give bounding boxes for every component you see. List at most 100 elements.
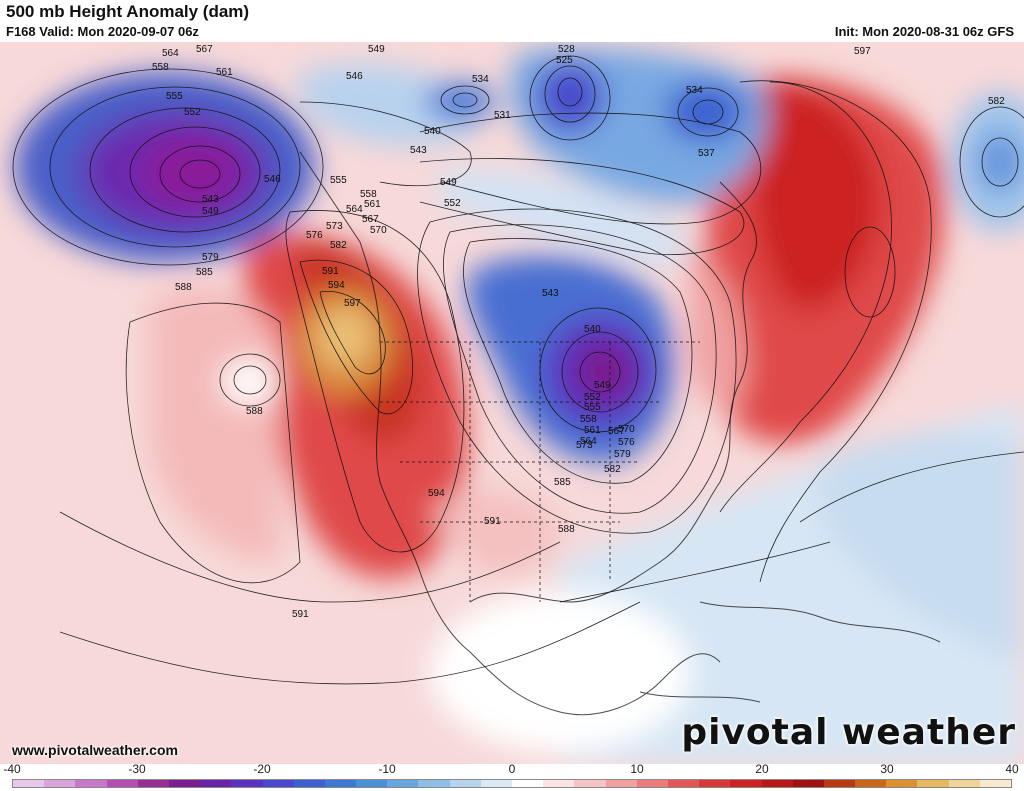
map-title: 500 mb Height Anomaly (dam) <box>6 2 250 21</box>
colorbar-tick-label: -40 <box>3 762 21 776</box>
contour-label: 570 <box>618 424 635 435</box>
colorbar-swatch <box>480 780 512 787</box>
contour-label: 564 <box>162 48 179 59</box>
colorbar-swatch <box>574 780 606 787</box>
contour-label: 558 <box>360 189 377 200</box>
contour-label: 549 <box>202 206 219 217</box>
contour-label: 555 <box>166 91 183 102</box>
colorbar-swatch <box>543 780 575 787</box>
colorbar-swatch <box>886 780 918 787</box>
height-contours <box>12 55 1024 685</box>
anomaly-map: 564 567 549 558 561 555 552 546 543 549 … <box>0 42 1024 764</box>
contour-label: 576 <box>618 437 635 448</box>
colorbar-swatch <box>356 780 388 787</box>
contour-label: 585 <box>554 477 571 488</box>
contour-label: 543 <box>202 194 219 205</box>
contour-label: 588 <box>558 524 575 535</box>
contour-label: 564 <box>580 436 597 447</box>
contour-label: 549 <box>368 44 385 55</box>
contour-label: 549 <box>594 380 611 391</box>
contour-label: 534 <box>686 85 703 96</box>
contour-label: 594 <box>328 280 345 291</box>
colorbar-swatch <box>262 780 294 787</box>
contour-label: 579 <box>202 252 219 263</box>
contour-label: 564 <box>346 204 363 215</box>
contour-label: 597 <box>854 46 871 57</box>
valid-time: F168 Valid: Mon 2020-09-07 06z <box>6 24 199 39</box>
contour-label: 537 <box>698 148 715 159</box>
colorbar-tick-label: 0 <box>508 762 516 776</box>
colorbar-swatch <box>168 780 201 787</box>
init-time: Init: Mon 2020-08-31 06z GFS <box>834 24 1014 39</box>
coastlines <box>299 151 941 716</box>
contour-label: 543 <box>410 145 427 156</box>
colorbar-tick-label: 20 <box>755 762 769 776</box>
colorbar-swatch <box>730 780 762 787</box>
colorbar <box>12 779 1012 788</box>
contour-label: 585 <box>196 267 213 278</box>
contour-label: 588 <box>246 406 263 417</box>
colorbar-swatch <box>387 780 419 787</box>
contour-labels: 564 567 549 558 561 555 552 546 543 549 … <box>152 44 1005 620</box>
contour-label: 546 <box>346 71 363 82</box>
colorbar-swatch <box>605 780 637 787</box>
contour-label: 552 <box>184 107 201 118</box>
brand-logo: pivotal weather <box>681 712 1016 753</box>
contour-label: 576 <box>306 230 323 241</box>
contour-label: 555 <box>330 175 347 186</box>
colorbar-swatch <box>855 780 887 787</box>
contour-label: 573 <box>326 221 343 232</box>
contour-label: 579 <box>614 449 631 460</box>
contour-label: 540 <box>584 324 601 335</box>
colorbar-swatch <box>761 780 793 787</box>
contour-label: 549 <box>440 177 457 188</box>
contour-label: 558 <box>580 414 597 425</box>
colorbar-labels: -40 -30 -20 -10 0 10 20 30 40 <box>3 762 1018 778</box>
colorbar-swatch <box>137 780 169 787</box>
colorbar-swatch <box>636 780 668 787</box>
contour-label: 552 <box>584 392 601 403</box>
contour-label: 546 <box>264 174 281 185</box>
colorbar-swatch <box>948 780 980 787</box>
colorbar-tick-label: 40 <box>1005 762 1019 776</box>
contour-label: 573 <box>576 440 593 451</box>
colorbar-swatch <box>792 780 824 787</box>
contour-label: 591 <box>322 266 339 277</box>
contour-label: 552 <box>444 198 461 209</box>
contour-label: 558 <box>152 62 169 73</box>
contour-label: 597 <box>344 298 361 309</box>
colorbar-swatch <box>418 780 450 787</box>
contour-label: 534 <box>472 74 489 85</box>
contour-label: 531 <box>494 110 511 121</box>
contour-label: 591 <box>484 516 501 527</box>
colorbar-swatch <box>449 780 481 787</box>
colorbar-swatch <box>231 780 263 787</box>
website-label: www.pivotalweather.com <box>12 742 178 758</box>
contour-label: 591 <box>292 609 309 620</box>
colorbar-tick-label: 30 <box>880 762 894 776</box>
colorbar-swatch <box>917 780 949 787</box>
contour-label: 525 <box>556 55 573 66</box>
contour-label: 540 <box>424 126 441 137</box>
colorbar-tick-label: -20 <box>253 762 271 776</box>
colorbar-tick-label: 10 <box>630 762 644 776</box>
colorbar-swatch <box>75 780 107 787</box>
colorbar-swatch <box>106 780 138 787</box>
colorbar-tick-label: -10 <box>378 762 396 776</box>
contour-label: 555 <box>584 402 601 413</box>
colorbar-swatch <box>200 780 232 787</box>
contour-label: 561 <box>584 425 601 436</box>
colorbar-swatch <box>979 780 1011 787</box>
contour-label: 588 <box>175 282 192 293</box>
contour-label: 594 <box>428 488 445 499</box>
contour-label: 543 <box>542 288 559 299</box>
contour-label: 567 <box>608 426 625 437</box>
colorbar-tick-label: -30 <box>128 762 146 776</box>
colorbar-swatch <box>512 780 544 787</box>
colorbar-swatch <box>667 780 700 787</box>
contour-label: 567 <box>362 214 379 225</box>
colorbar-swatch <box>293 780 325 787</box>
colorbar-swatch <box>699 780 731 787</box>
contour-label: 567 <box>196 44 213 55</box>
colorbar-swatch <box>44 780 76 787</box>
